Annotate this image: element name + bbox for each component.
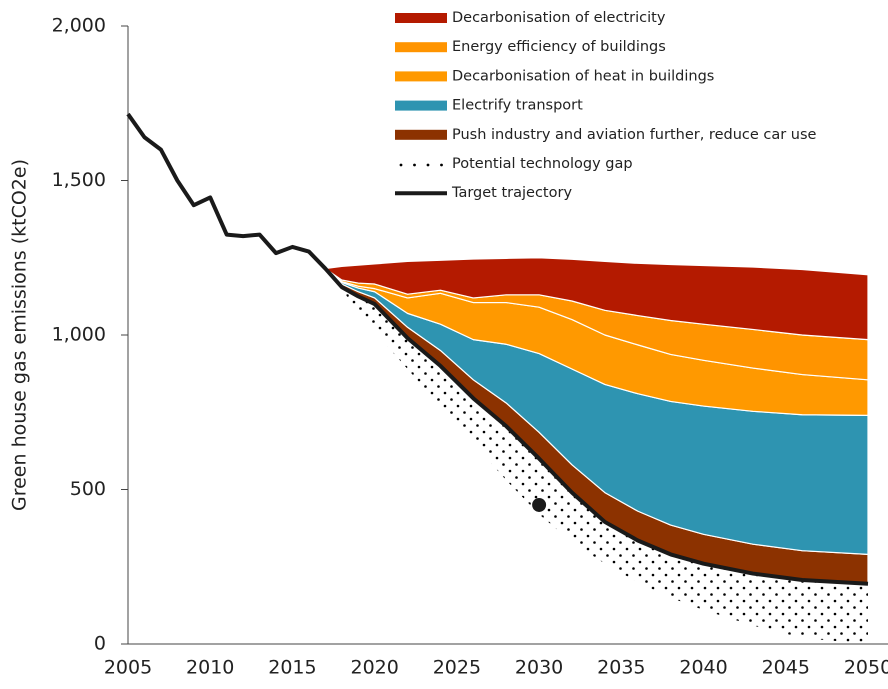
x-tick-label: 2045 — [762, 657, 810, 679]
wedge-area — [324, 257, 869, 341]
marker-point — [532, 497, 547, 512]
y-tick-label: 1,500 — [52, 169, 106, 191]
x-tick-label: 2050 — [844, 657, 888, 679]
y-tick-label: 500 — [70, 478, 106, 500]
y-tick-label: 2,000 — [52, 15, 106, 37]
target-line — [126, 112, 869, 586]
legend-label: Potential technology gap — [452, 156, 633, 172]
legend-swatch — [395, 129, 447, 140]
x-tick-label: 2025 — [433, 657, 481, 679]
legend-swatch — [395, 71, 447, 82]
legend-swatch — [395, 42, 447, 53]
legend-swatch — [395, 100, 447, 111]
x-tick-label: 2020 — [350, 657, 398, 679]
legend-swatch — [440, 163, 443, 167]
legend-swatch — [413, 163, 416, 167]
legend-label: Target trajectory — [451, 185, 572, 201]
x-tick-label: 2030 — [515, 657, 563, 679]
x-tick-label: 2010 — [186, 657, 234, 679]
legend-label: Push industry and aviation further, redu… — [452, 127, 817, 143]
y-tick-label: 1,000 — [52, 324, 106, 346]
x-tick-label: 2005 — [104, 657, 152, 679]
legend-label: Energy efficiency of buildings — [452, 39, 666, 55]
y-tick-label: 0 — [94, 633, 106, 655]
legend-label: Decarbonisation of heat in buildings — [452, 68, 714, 84]
x-tick-label: 2015 — [268, 657, 316, 679]
legend-swatch — [395, 13, 447, 23]
legend-swatch — [426, 163, 430, 167]
x-tick-label: 2035 — [597, 657, 645, 679]
technology-gap — [341, 287, 868, 644]
legend-label: Electrify transport — [452, 98, 583, 114]
x-tick-label: 2040 — [679, 657, 727, 679]
y-axis-label: Green house gas emissions (ktCO2e) — [9, 159, 31, 511]
legend-label: Decarbonisation of electricity — [452, 10, 666, 26]
legend-swatch — [399, 163, 403, 167]
